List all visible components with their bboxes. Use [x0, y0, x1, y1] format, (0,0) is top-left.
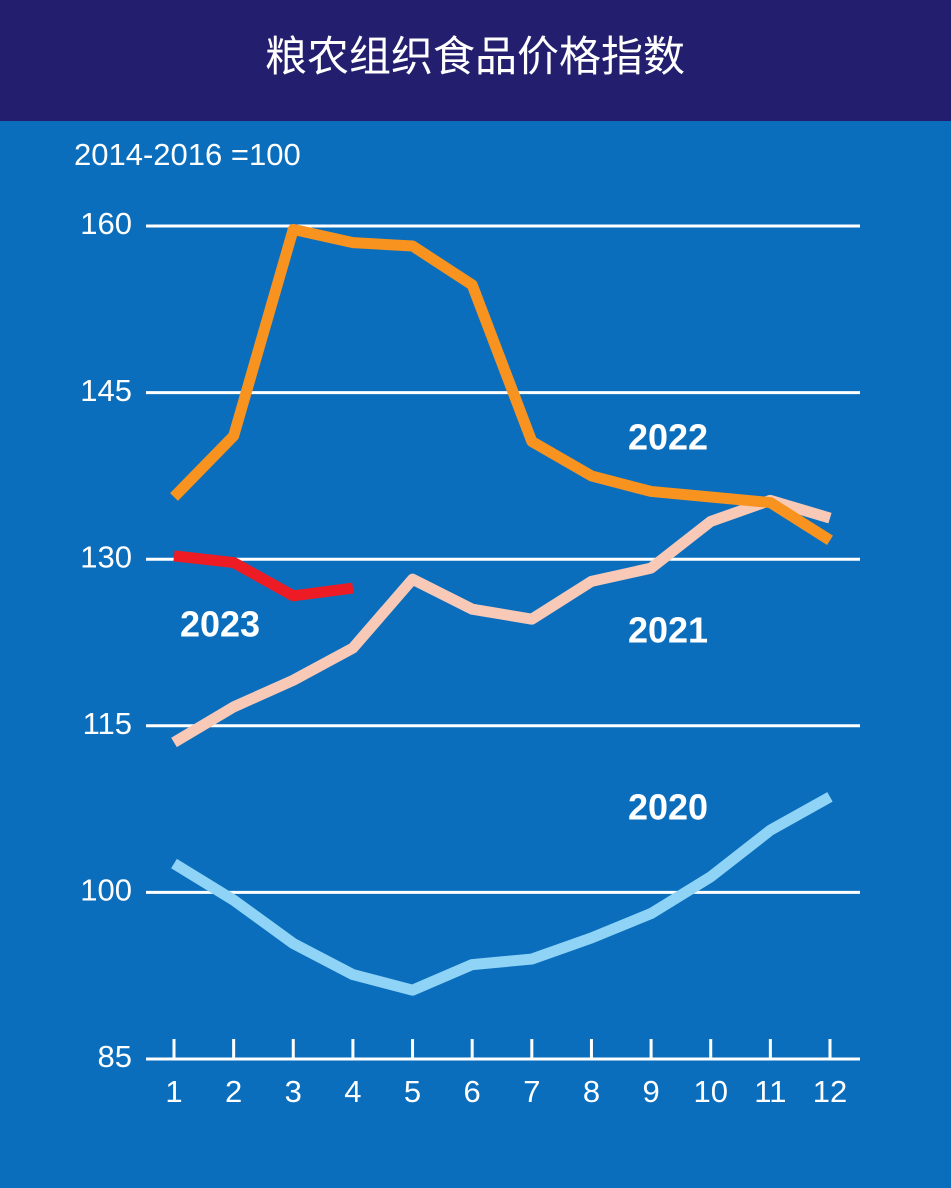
x-tick-label: 2	[225, 1074, 242, 1109]
series-line	[171, 792, 833, 996]
x-tick-label: 3	[285, 1074, 302, 1109]
series-line	[170, 223, 833, 545]
x-tick-label: 4	[344, 1074, 361, 1109]
x-tick-label: 5	[404, 1074, 421, 1109]
y-tick-label: 115	[83, 706, 132, 741]
series-line	[173, 550, 354, 602]
series-label: 2023	[180, 604, 260, 645]
x-tick-label: 12	[813, 1074, 847, 1109]
series-label: 2021	[628, 610, 708, 651]
y-tick-label: 145	[80, 373, 132, 408]
x-tick-label: 6	[464, 1074, 481, 1109]
subtitle: 2014-2016 =100	[74, 137, 301, 172]
y-tick-label: 160	[80, 206, 132, 241]
x-tick-label: 8	[583, 1074, 600, 1109]
series-line	[171, 494, 832, 748]
y-tick-label: 85	[98, 1039, 132, 1074]
x-tick-label: 10	[693, 1074, 727, 1109]
x-tick-label: 7	[523, 1074, 540, 1109]
x-tick-label: 1	[165, 1074, 182, 1109]
x-tick-label: 9	[642, 1074, 659, 1109]
series-label: 2022	[628, 417, 708, 458]
y-tick-label: 130	[80, 539, 132, 574]
series-label: 2020	[628, 787, 708, 828]
header	[0, 0, 951, 121]
chart-title: 粮农组织食品价格指数	[265, 33, 685, 80]
y-tick-label: 100	[80, 873, 132, 908]
x-tick-label: 11	[754, 1074, 786, 1109]
